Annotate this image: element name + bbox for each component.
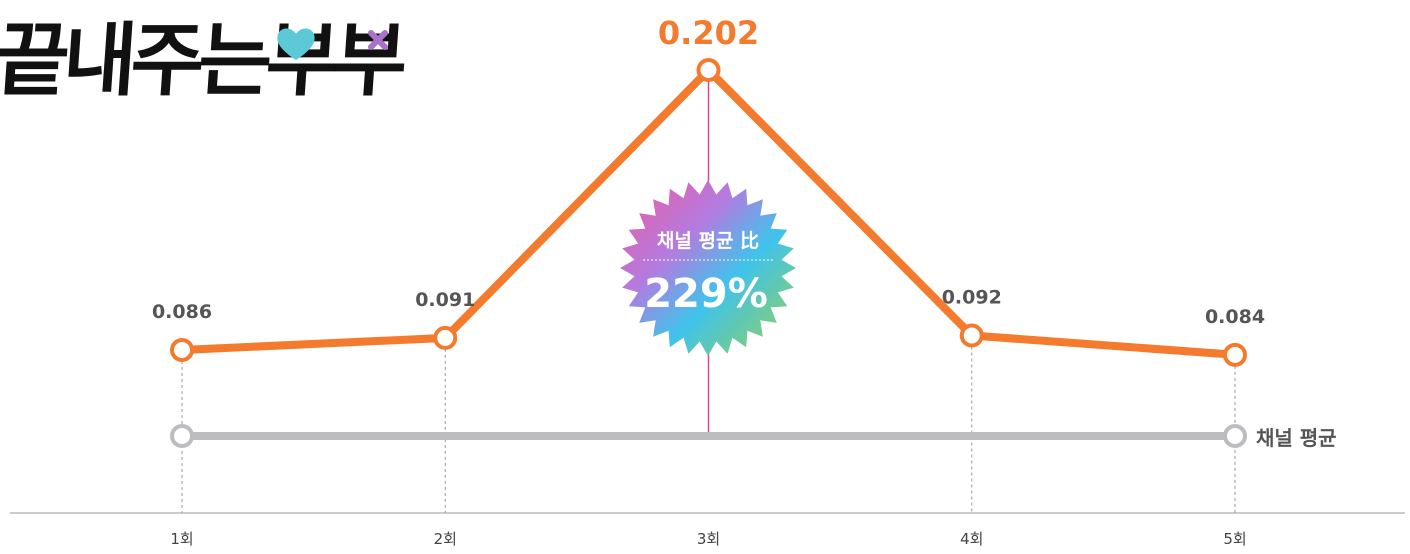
heart-icon (277, 28, 315, 60)
legend-channel-average: 채널 평균 (1256, 426, 1337, 450)
data-point-3 (696, 58, 721, 82)
value-label-3: 0.202 (658, 14, 759, 52)
x-tick-label-5: 5회 (1223, 530, 1246, 548)
series-points (170, 58, 1247, 367)
badge-title: 채널 평균 比 (657, 230, 759, 252)
x-tick-label-4: 4회 (960, 530, 983, 548)
value-label-1: 0.086 (152, 301, 212, 323)
value-label-5: 0.084 (1205, 306, 1265, 328)
x-tick-label-1: 1회 (170, 530, 193, 548)
program-logo: 끝내주는부부 (0, 14, 408, 107)
data-point-5 (1223, 342, 1247, 367)
x-tick-labels: 1회 2회 3회 4회 5회 (170, 530, 1246, 548)
value-labels: 0.086 0.091 0.202 0.092 0.084 (152, 14, 1265, 328)
series-channel-average (170, 424, 1247, 448)
x-tick-label-3: 3회 (697, 530, 720, 548)
data-point-2 (433, 325, 458, 350)
data-point-1 (170, 338, 194, 362)
badge-value: 229% (644, 271, 768, 317)
value-label-4: 0.092 (942, 287, 1002, 309)
comparison-badge: 채널 평균 比 229% (620, 180, 796, 356)
x-tick-label-2: 2회 (434, 530, 457, 548)
program-logo-text: 끝내주는부부 (0, 14, 408, 107)
cross-icon (368, 30, 388, 50)
average-point-start (170, 424, 194, 448)
badge-starburst (620, 180, 796, 356)
average-point-end (1223, 424, 1247, 448)
value-label-2: 0.091 (415, 289, 475, 311)
data-point-4 (959, 323, 984, 348)
